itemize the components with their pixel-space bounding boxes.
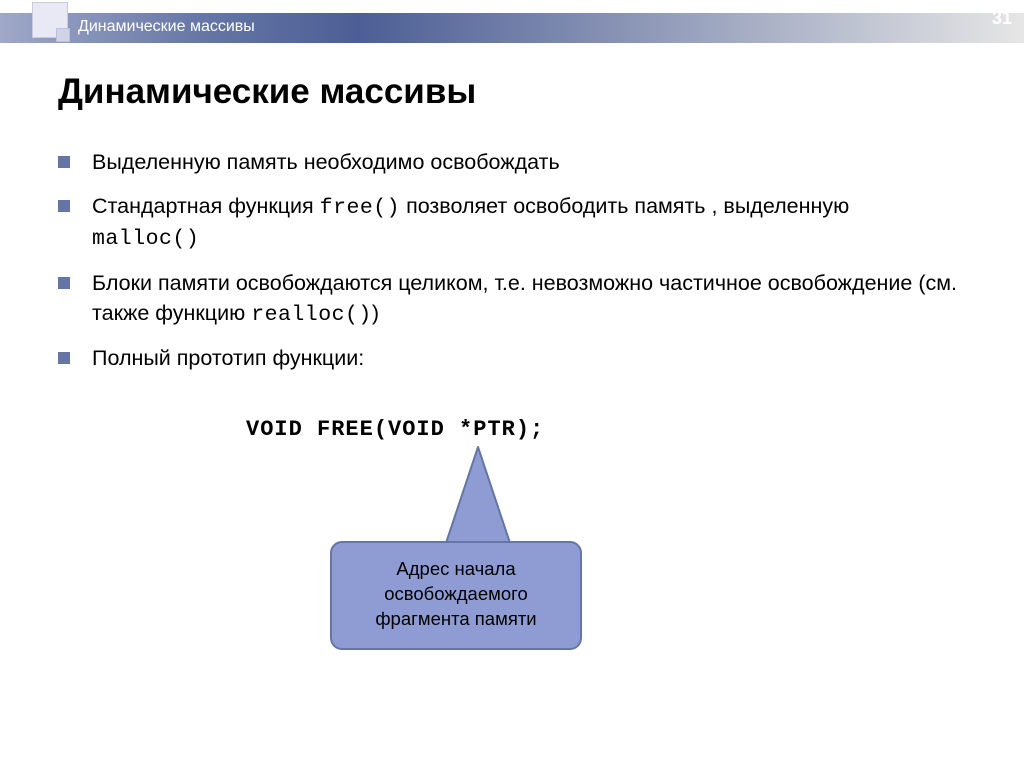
code-token: void (388, 417, 445, 442)
code-inline: realloc() (251, 303, 372, 327)
code-token: ptr (473, 417, 516, 442)
code-prototype: void free(void *ptr); (246, 417, 544, 442)
bullet-text-span: Полный прототип функции: (92, 346, 364, 370)
callout-box: Адрес начала освобождаемого фрагмента па… (330, 541, 582, 650)
code-token: void (246, 417, 303, 442)
code-token: * (445, 417, 473, 442)
breadcrumb: Динамические массивы (78, 18, 255, 36)
slide-number: 31 (992, 8, 1012, 29)
code-inline: free() (320, 196, 400, 220)
bullet-marker-icon (58, 156, 70, 168)
bullet-marker-icon (58, 200, 70, 212)
bullet-item: Блоки памяти освобождаются целиком, т.е.… (58, 269, 958, 330)
bullet-text: Выделенную память необходимо освобождать (92, 148, 560, 178)
bullet-item: Выделенную память необходимо освобождать (58, 148, 958, 178)
content-area: Выделенную память необходимо освобождать… (58, 148, 958, 388)
callout-text: Адрес начала освобождаемого фрагмента па… (375, 558, 536, 629)
bullet-text: Полный прототип функции: (92, 344, 364, 374)
bullet-text-span: ) (372, 301, 379, 325)
bullet-item: Полный прототип функции: (58, 344, 958, 374)
bullet-text-span: позволяет освободить память , выделенную (400, 194, 849, 218)
callout-arrow-icon (418, 445, 538, 555)
bullet-text-span: Блоки памяти освобождаются целиком, т.е.… (92, 271, 957, 325)
bullet-text-span: Стандартная функция (92, 194, 320, 218)
bullet-marker-icon (58, 352, 70, 364)
page-title: Динамические массивы (58, 72, 476, 112)
callout: Адрес начала освобождаемого фрагмента па… (330, 445, 600, 665)
bullet-text: Блоки памяти освобождаются целиком, т.е.… (92, 269, 958, 330)
header-decor-square-small (56, 28, 70, 42)
bullet-item: Стандартная функция free() позволяет осв… (58, 192, 958, 255)
code-token: ); (516, 417, 544, 442)
bullet-text-span: Выделенную память необходимо освобождать (92, 150, 560, 174)
slide-root: Динамические массивы 31 Динамические мас… (0, 0, 1024, 767)
bullet-marker-icon (58, 277, 70, 289)
code-inline: malloc() (92, 227, 199, 251)
bullet-text: Стандартная функция free() позволяет осв… (92, 192, 958, 255)
code-token: free( (303, 417, 388, 442)
